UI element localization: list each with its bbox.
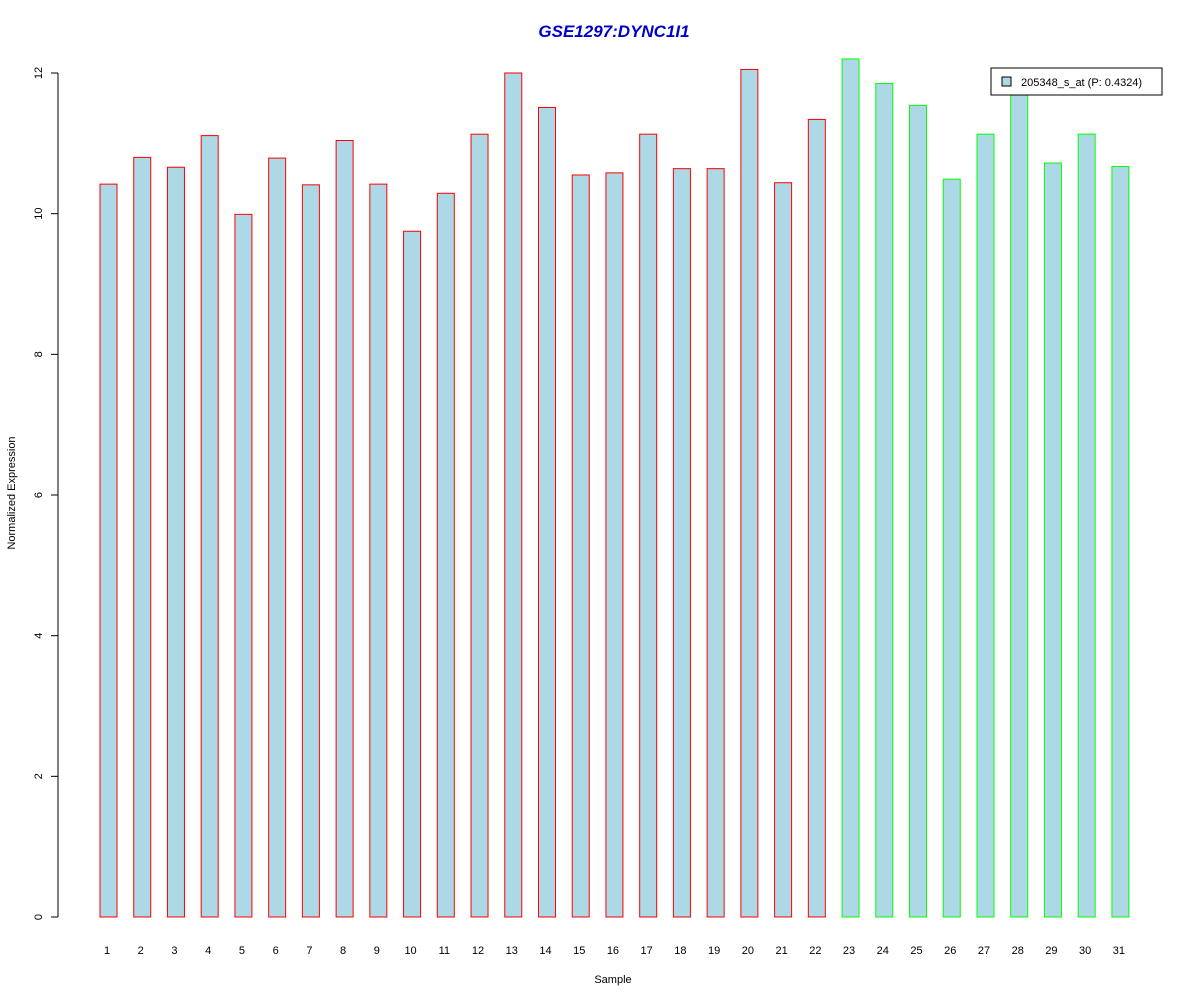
x-tick-label: 3 bbox=[171, 945, 177, 957]
x-tick-label: 28 bbox=[1012, 945, 1024, 957]
bar-sample-5 bbox=[234, 213, 253, 918]
legend: 205348_s_at (P: 0.4324) bbox=[990, 67, 1163, 96]
y-tick-label: 4 bbox=[33, 633, 45, 639]
bar-sample-7 bbox=[301, 184, 320, 918]
x-tick-label: 15 bbox=[573, 945, 585, 957]
y-axis: 0 2 4 6 8 10 12 bbox=[33, 67, 59, 920]
bar-sample-17 bbox=[639, 133, 658, 918]
x-tick-label: 20 bbox=[742, 945, 754, 957]
x-tick-label: 18 bbox=[674, 945, 686, 957]
y-tick-label: 0 bbox=[33, 914, 45, 920]
x-tick-label: 1 bbox=[104, 945, 110, 957]
y-tick-label: 2 bbox=[33, 773, 45, 779]
x-tick-label: 4 bbox=[205, 945, 211, 957]
y-axis-label: Normalized Expression bbox=[6, 436, 18, 549]
x-tick-label: 5 bbox=[239, 945, 245, 957]
bar-sample-25 bbox=[909, 104, 928, 918]
bar-sample-23 bbox=[841, 58, 860, 918]
x-tick-label: 17 bbox=[641, 945, 653, 957]
bar-sample-24 bbox=[875, 83, 894, 918]
y-tick-label: 10 bbox=[33, 208, 45, 220]
x-tick-label: 16 bbox=[607, 945, 619, 957]
bar-sample-1 bbox=[99, 183, 118, 918]
y-tick-label: 12 bbox=[33, 67, 45, 79]
bar-sample-26 bbox=[942, 178, 961, 918]
bar-sample-22 bbox=[807, 118, 826, 918]
bar-sample-16 bbox=[605, 172, 624, 918]
x-tick-label: 14 bbox=[539, 945, 551, 957]
bar-sample-12 bbox=[470, 133, 489, 918]
x-tick-label: 21 bbox=[775, 945, 787, 957]
x-tick-label: 7 bbox=[306, 945, 312, 957]
bar-sample-10 bbox=[403, 230, 422, 918]
x-tick-label: 9 bbox=[374, 945, 380, 957]
bar-sample-15 bbox=[571, 174, 590, 918]
bar-sample-30 bbox=[1077, 133, 1096, 918]
bar-sample-9 bbox=[369, 183, 388, 918]
bar-sample-11 bbox=[436, 192, 455, 918]
bar-sample-29 bbox=[1043, 162, 1062, 918]
x-tick-label: 8 bbox=[340, 945, 346, 957]
bar-sample-20 bbox=[740, 68, 759, 918]
y-tick-label: 6 bbox=[33, 492, 45, 498]
legend-label: 205348_s_at (P: 0.4324) bbox=[1021, 77, 1142, 89]
bar-sample-14 bbox=[537, 106, 556, 918]
bar-sample-21 bbox=[774, 182, 793, 918]
x-tick-label: 23 bbox=[843, 945, 855, 957]
legend-box bbox=[990, 67, 1163, 96]
x-tick-label: 24 bbox=[877, 945, 889, 957]
bar-sample-6 bbox=[268, 157, 287, 918]
bar-sample-19 bbox=[706, 168, 725, 918]
x-axis-label: Sample bbox=[594, 974, 631, 986]
y-tick-label: 8 bbox=[33, 351, 45, 357]
x-tick-label: 27 bbox=[978, 945, 990, 957]
x-tick-label: 12 bbox=[472, 945, 484, 957]
bar-sample-13 bbox=[504, 72, 523, 918]
bar-sample-27 bbox=[976, 133, 995, 918]
x-tick-label: 11 bbox=[439, 945, 450, 957]
bar-sample-28 bbox=[1010, 86, 1029, 918]
x-tick-label: 29 bbox=[1045, 945, 1057, 957]
x-tick-label: 6 bbox=[273, 945, 279, 957]
bar-sample-3 bbox=[166, 166, 185, 918]
x-tick-label: 30 bbox=[1079, 945, 1091, 957]
x-tick-label: 2 bbox=[138, 945, 144, 957]
x-tick-label: 10 bbox=[404, 945, 416, 957]
bar-sample-31 bbox=[1111, 166, 1130, 918]
bar-sample-8 bbox=[335, 140, 354, 918]
x-tick-label: 26 bbox=[944, 945, 956, 957]
x-tick-label: 31 bbox=[1113, 945, 1125, 957]
legend-swatch bbox=[1001, 76, 1012, 87]
x-tick-label: 22 bbox=[809, 945, 821, 957]
x-tick-label: 13 bbox=[506, 945, 518, 957]
x-tick-label: 25 bbox=[910, 945, 922, 957]
bars-group bbox=[99, 58, 1130, 918]
chart-title: GSE1297:DYNC1I1 bbox=[538, 22, 689, 41]
bar-sample-2 bbox=[133, 156, 152, 918]
bar-sample-18 bbox=[672, 168, 691, 918]
x-tick-label: 19 bbox=[708, 945, 720, 957]
bar-sample-4 bbox=[200, 135, 219, 918]
x-tick-labels: 1 2 3 4 5 6 7 8 9 10 11 12 13 14 15 16 17 18 19 20 21 22 23 24 2… bbox=[104, 945, 1125, 957]
